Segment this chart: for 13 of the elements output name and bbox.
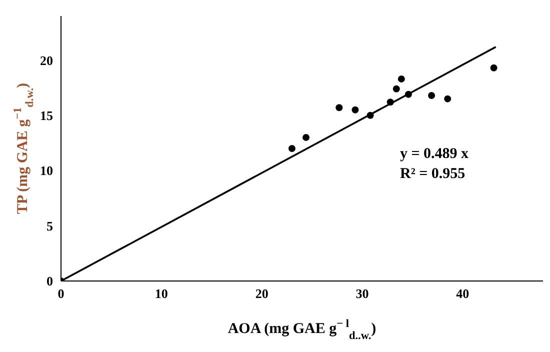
y-tick-label: 10	[40, 163, 53, 178]
annotation: R² = 0.955	[400, 165, 466, 184]
x-axis-title: AOA (mg GAE g$^{− l}$$_{d..w.}$)	[228, 318, 376, 342]
x-tick-label: 30	[356, 286, 369, 302]
x-tick-label: 20	[255, 286, 268, 302]
y-tick-label: 20	[40, 52, 53, 68]
x-tick-label: 10	[154, 286, 168, 302]
y-tick-label: 5	[46, 218, 54, 234]
x-tick-label: 0	[58, 286, 64, 302]
x-tick-label: 40	[456, 286, 470, 302]
y-tick-label: 15	[40, 108, 54, 123]
y-tick-label: 0	[46, 274, 53, 289]
annotation: y = 0.489 x	[400, 145, 469, 164]
